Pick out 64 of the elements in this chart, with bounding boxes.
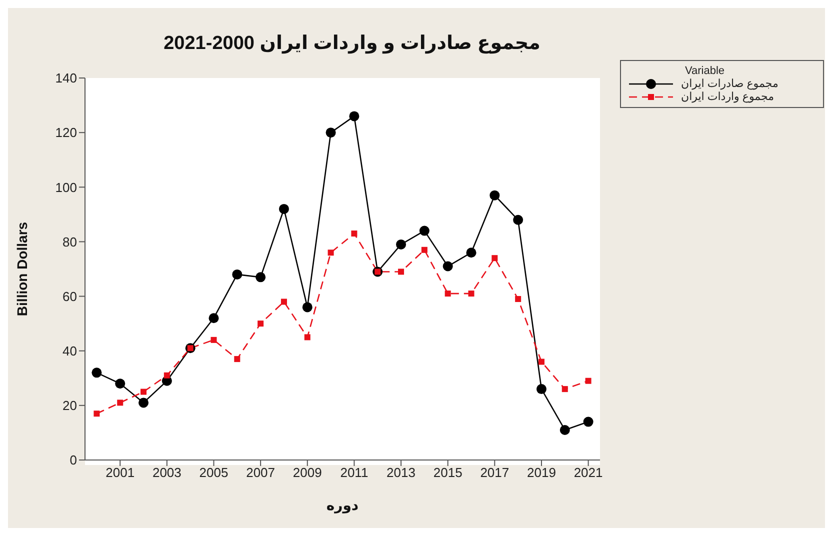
point xyxy=(256,272,266,282)
point xyxy=(585,378,592,384)
point xyxy=(515,296,522,302)
y-tick-label: 0 xyxy=(70,452,77,468)
y-tick-label: 20 xyxy=(62,398,77,414)
point xyxy=(468,290,474,297)
point xyxy=(419,226,430,236)
x-tick-label: 2011 xyxy=(340,465,368,480)
point xyxy=(536,384,546,394)
point xyxy=(115,378,126,389)
point xyxy=(442,261,453,272)
x-tick-label: 2015 xyxy=(433,465,462,480)
point xyxy=(349,111,360,122)
point xyxy=(396,239,406,250)
x-tick-label: 2017 xyxy=(480,465,510,480)
x-tick-label: 2005 xyxy=(199,465,228,480)
y-tick-label: 140 xyxy=(55,70,77,86)
point xyxy=(583,416,594,427)
point xyxy=(94,410,100,417)
x-tick-label: 2003 xyxy=(152,465,182,480)
point xyxy=(92,368,102,378)
point xyxy=(421,246,428,253)
y-tick-label: 100 xyxy=(55,180,77,195)
point xyxy=(513,214,524,225)
point xyxy=(210,336,217,343)
x-tick-label: 2019 xyxy=(527,465,556,480)
y-tick-label: 80 xyxy=(62,234,77,250)
point xyxy=(538,358,544,365)
point xyxy=(562,386,568,392)
point xyxy=(560,424,570,435)
point xyxy=(351,230,358,237)
point xyxy=(138,398,149,408)
point xyxy=(398,268,404,275)
point xyxy=(278,204,289,214)
chart-title: مجموع صادرات و واردات ایران 2000-2021 xyxy=(162,32,542,55)
x-axis-title: دوره xyxy=(326,497,359,514)
legend-title: Variable xyxy=(684,65,726,77)
y-axis-title: Billion Dollars xyxy=(14,222,30,316)
x-tick-label: 2021 xyxy=(574,465,603,480)
point xyxy=(234,356,240,362)
point xyxy=(302,302,312,312)
y-tick-label: 120 xyxy=(55,125,77,140)
legend-label: مجموع صادرات ایران xyxy=(681,77,778,90)
point xyxy=(466,248,476,258)
point xyxy=(140,388,147,395)
y-tick-label: 60 xyxy=(62,288,77,304)
y-tick-label: 40 xyxy=(62,343,77,358)
x-tick-label: 2001 xyxy=(106,465,135,480)
x-tick-label: 2007 xyxy=(246,465,276,480)
point xyxy=(444,290,451,297)
point xyxy=(328,250,334,256)
point xyxy=(208,313,219,324)
point xyxy=(258,320,264,327)
legend-label: مجموع واردات ایران xyxy=(681,90,774,103)
point xyxy=(280,298,287,305)
x-tick-label: 2009 xyxy=(292,465,322,480)
point xyxy=(164,372,170,378)
point xyxy=(304,334,310,340)
point xyxy=(232,269,242,280)
point xyxy=(492,255,498,262)
point xyxy=(490,190,500,200)
point xyxy=(117,400,124,406)
point xyxy=(326,128,336,138)
x-tick-label: 2013 xyxy=(386,465,416,480)
